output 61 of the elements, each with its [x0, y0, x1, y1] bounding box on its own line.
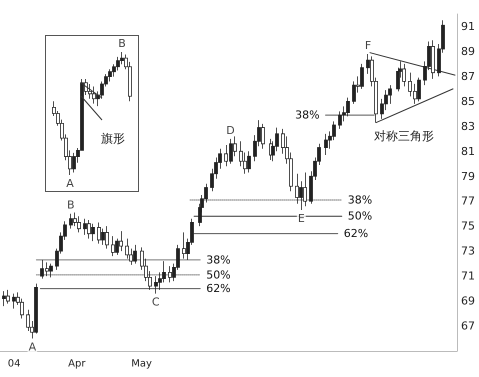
y-tick-label: 85 [461, 94, 475, 108]
candlestick [69, 213, 73, 230]
annotation: A [66, 177, 74, 190]
y-tick-label: 77 [461, 194, 475, 208]
x-tick-label: May [131, 358, 152, 370]
y-tick-label: 89 [461, 44, 475, 58]
candlestick [402, 64, 406, 87]
candlestick [92, 86, 96, 104]
y-tick-label: 69 [461, 294, 475, 308]
candlestick [72, 152, 76, 173]
candlestick [97, 222, 101, 244]
candlestick [133, 244, 137, 264]
y-tick-label: 73 [461, 244, 475, 258]
y-tick-label: 83 [461, 120, 475, 133]
candlestick [6, 289, 10, 304]
candlestick [111, 236, 115, 257]
y-tick-label: 91 [461, 20, 475, 33]
candlestick [324, 133, 328, 156]
annotation: C [152, 296, 160, 309]
candlestick [338, 110, 342, 130]
y-tick-label: 75 [461, 220, 475, 233]
candlestick [417, 77, 421, 102]
annotation: B [67, 198, 75, 212]
series-label: 62% [344, 227, 368, 240]
annotation: F [364, 38, 372, 52]
candlestick [49, 263, 53, 278]
candlestick [360, 64, 364, 90]
candlestick [87, 220, 91, 240]
candlestick [261, 123, 265, 150]
annotation: 对称三角形 [374, 129, 434, 143]
y-tick-label: 87 [461, 70, 475, 83]
candlestick [77, 216, 81, 233]
candlestick [2, 290, 6, 306]
candlestick [119, 230, 123, 252]
candlestick [83, 218, 87, 236]
candlestick [12, 293, 16, 309]
x-tick-label: 04 [8, 358, 21, 370]
candlestick [105, 226, 109, 250]
series-label: 38% [295, 108, 320, 122]
y-tick-label: 81 [461, 144, 475, 158]
annotation: 旗形 [101, 132, 126, 146]
annotation: E [298, 212, 305, 225]
series-label: 50% [206, 268, 231, 282]
series-label: 38% [348, 193, 372, 206]
series-label: 62% [206, 282, 231, 296]
annotation: D [226, 124, 235, 137]
candlestick [431, 40, 435, 80]
candlestick [182, 232, 186, 260]
y-tick-label: 67 [461, 320, 475, 333]
y-tick-label: 71 [461, 270, 475, 283]
candlestick [247, 150, 251, 173]
annotation: A [28, 340, 37, 354]
y-tick-label: 79 [461, 170, 475, 183]
series-label: 38% [206, 253, 231, 266]
candlestick [168, 266, 172, 283]
candlestick [91, 223, 95, 242]
x-tick-label: Apr [68, 358, 86, 370]
series-label: 50% [348, 210, 372, 223]
candlestick [154, 276, 158, 294]
annotation: B [118, 37, 126, 50]
candlestick [303, 172, 307, 207]
